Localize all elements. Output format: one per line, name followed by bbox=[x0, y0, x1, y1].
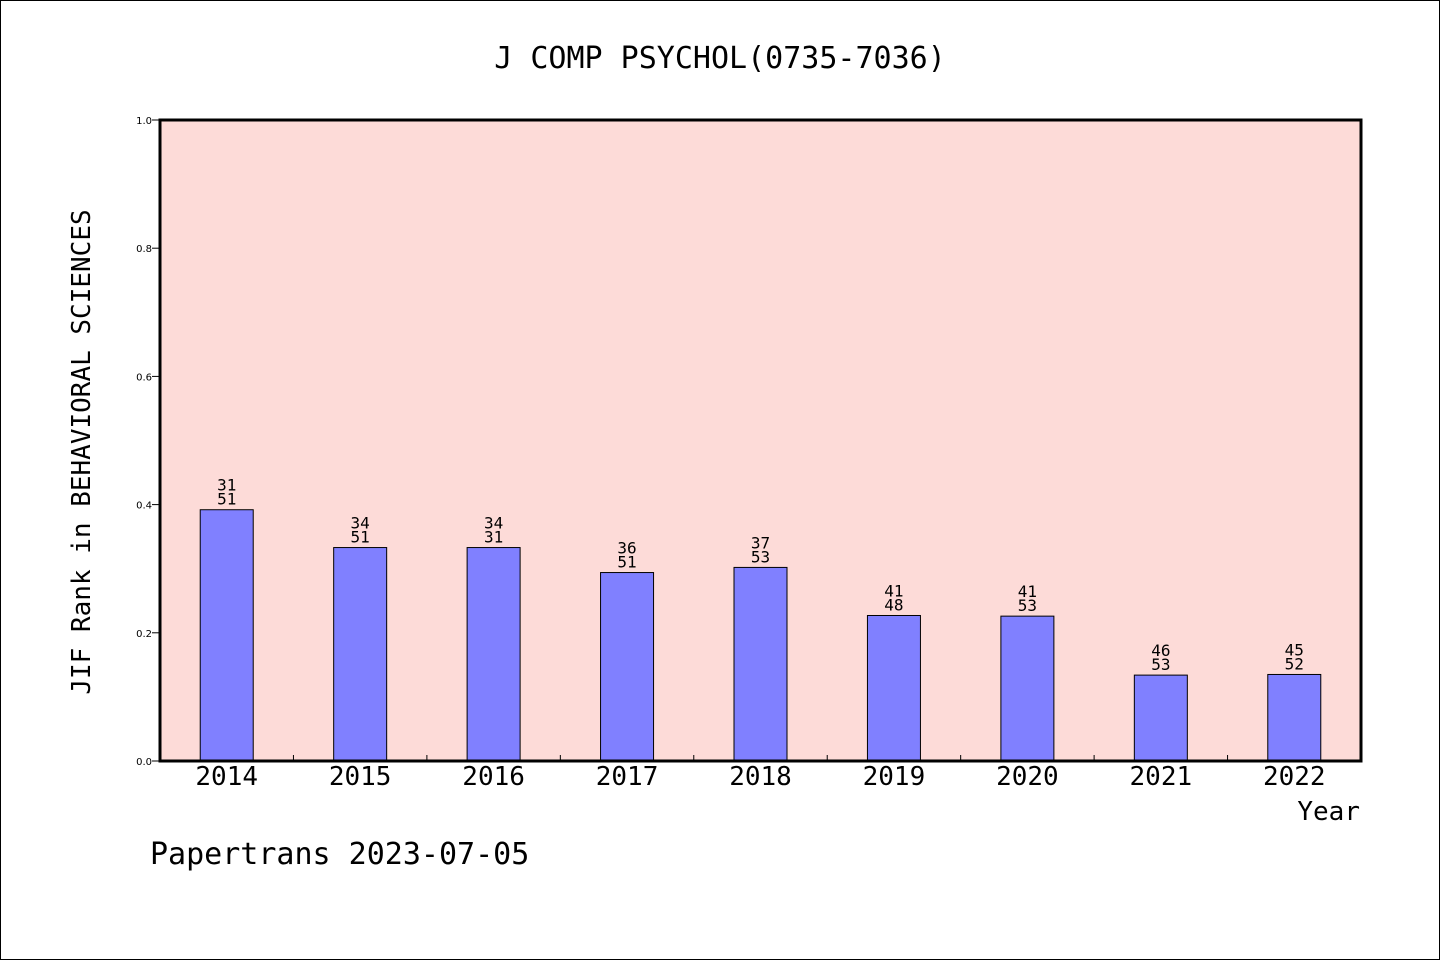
x-axis-ticks: 2014 2015 2016 2017 2018 2019 2020 2021 2022 bbox=[195, 755, 1326, 792]
bars-group bbox=[199, 509, 1322, 762]
bar-label-rank: 36 bbox=[617, 539, 636, 558]
x-tick-label: 2018 bbox=[729, 762, 792, 792]
bar-label-total: 51 bbox=[217, 490, 236, 509]
x-tick-label: 2021 bbox=[1130, 762, 1193, 792]
y-tick-label: 0.8 bbox=[136, 244, 152, 255]
x-tick-label: 2016 bbox=[462, 762, 525, 792]
bar-label-rank: 37 bbox=[751, 533, 770, 552]
bar-label-total: 31 bbox=[484, 528, 503, 547]
bar-label-rank: 31 bbox=[217, 476, 236, 495]
x-tick-label: 2015 bbox=[329, 762, 392, 792]
bar-label-total: 51 bbox=[617, 553, 636, 572]
bar-2019 bbox=[866, 614, 921, 762]
bar-2015 bbox=[333, 547, 388, 762]
bar-label-total: 53 bbox=[1018, 596, 1037, 615]
x-tick-label: 2020 bbox=[996, 762, 1059, 792]
y-axis-label: JIF Rank in BEHAVIORAL SCIENCES bbox=[67, 209, 97, 694]
y-tick-label: 0.2 bbox=[136, 629, 152, 640]
y-tick-label: 1.0 bbox=[136, 116, 152, 127]
footer-source: Papertrans 2023-07-05 bbox=[150, 837, 529, 872]
chart-title: J COMP PSYCHOL(0735-7036) bbox=[494, 41, 946, 76]
y-tick-label: 0.4 bbox=[136, 501, 152, 512]
y-tick-label: 0.0 bbox=[136, 757, 152, 768]
bar-label-total: 51 bbox=[351, 528, 370, 547]
bar-label-rank: 34 bbox=[351, 514, 370, 533]
bar-2022 bbox=[1267, 673, 1322, 762]
x-tick-label: 2022 bbox=[1263, 762, 1326, 792]
bar-label-total: 48 bbox=[884, 595, 903, 614]
bar-2017 bbox=[600, 572, 655, 762]
bar-label-rank: 45 bbox=[1285, 640, 1304, 659]
bar-label-total: 53 bbox=[1151, 655, 1170, 674]
y-tick-label: 0.6 bbox=[136, 372, 152, 383]
bar-2021 bbox=[1133, 674, 1188, 762]
x-tick-label: 2014 bbox=[195, 762, 258, 792]
bar-2018 bbox=[733, 566, 788, 762]
x-tick-label: 2017 bbox=[596, 762, 659, 792]
bar-label-rank: 41 bbox=[1018, 582, 1037, 601]
y-axis-ticks: 0.0 0.2 0.4 0.6 0.8 1.0 bbox=[136, 116, 160, 768]
bar-label-rank: 46 bbox=[1151, 641, 1170, 660]
plot-border bbox=[158, 118, 1363, 763]
x-tick-label: 2019 bbox=[863, 762, 926, 792]
bar-label-rank: 34 bbox=[484, 514, 503, 533]
bar-2014 bbox=[199, 509, 254, 762]
bar-label-total: 52 bbox=[1285, 654, 1304, 673]
x-axis-label: Year bbox=[1297, 797, 1360, 827]
bar-label-rank: 41 bbox=[884, 581, 903, 600]
bar-2016 bbox=[466, 547, 521, 762]
bar-label-total: 53 bbox=[751, 547, 770, 566]
bar-2020 bbox=[1000, 615, 1055, 762]
